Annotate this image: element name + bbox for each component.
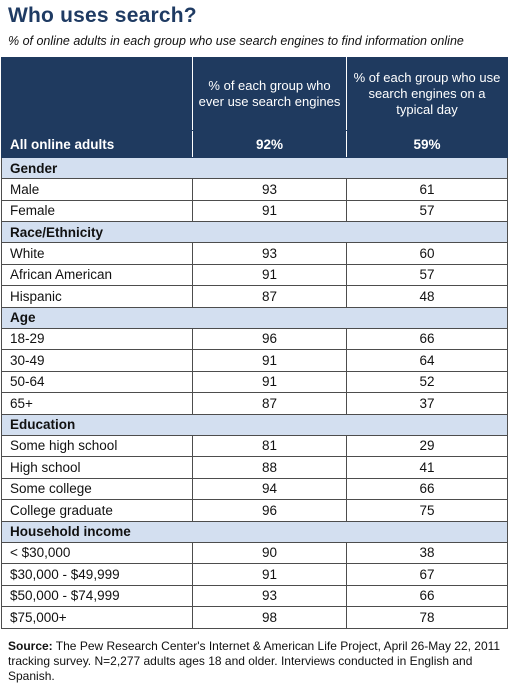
cell-ever-use: 98: [192, 606, 347, 629]
row-label: Some college: [1, 477, 193, 500]
cell-ever-use: 96: [192, 327, 347, 350]
cell-typical-day: 38: [346, 541, 508, 564]
page-title: Who uses search?: [8, 4, 197, 27]
table-row: 30-49 91 64: [1, 349, 508, 372]
table-row: Some college 94 66: [1, 477, 508, 500]
chart-subtitle: % of online adults in each group who use…: [8, 34, 464, 48]
table-row: College graduate 96 75: [1, 499, 508, 522]
table-row: 50-64 91 52: [1, 370, 508, 393]
table-row: White 93 60: [1, 242, 508, 265]
cell-typical-day: 57: [346, 199, 508, 222]
table-row: 18-29 96 66: [1, 327, 508, 350]
cell-typical-day: 67: [346, 563, 508, 586]
row-label: African American: [1, 263, 193, 286]
cell-typical-day: 37: [346, 392, 508, 415]
row-label: Female: [1, 199, 193, 222]
column-header-group: [1, 57, 193, 131]
cell-typical-day: 66: [346, 584, 508, 607]
cell-ever-use: 87: [192, 285, 347, 308]
cell-ever-use: 91: [192, 349, 347, 372]
row-label: 50-64: [1, 370, 193, 393]
source-note: Source: The Pew Research Center's Intern…: [8, 639, 504, 684]
table-row: Female 91 57: [1, 199, 508, 222]
section-header-row: Gender: [1, 157, 508, 179]
cell-ever-use: 91: [192, 563, 347, 586]
row-label: White: [1, 242, 193, 265]
table-row: < $30,000 90 38: [1, 541, 508, 564]
row-label: 30-49: [1, 349, 193, 372]
section-header-row: Race/Ethnicity: [1, 221, 508, 243]
table-row: Some high school 81 29: [1, 434, 508, 457]
cell-ever-use: 91: [192, 263, 347, 286]
column-header-ever: % of each group who ever use search engi…: [192, 57, 347, 131]
cell-ever-use: 87: [192, 392, 347, 415]
total-row-typical-day: 59%: [346, 130, 508, 158]
table-row: Male 93 61: [1, 178, 508, 201]
cell-typical-day: 29: [346, 434, 508, 457]
cell-ever-use: 81: [192, 434, 347, 457]
total-row-label: All online adults: [1, 130, 193, 158]
row-label: $50,000 - $74,999: [1, 584, 193, 607]
table-row: $75,000+ 98 78: [1, 606, 508, 629]
column-header-typical-day: % of each group who use search engines o…: [346, 57, 508, 131]
section-header-row: Age: [1, 306, 508, 329]
cell-typical-day: 41: [346, 456, 508, 479]
section-header: Gender: [1, 157, 508, 179]
table-row: Hispanic 87 48: [1, 285, 508, 308]
cell-typical-day: 48: [346, 285, 508, 308]
total-row-ever: 92%: [192, 130, 347, 158]
cell-ever-use: 93: [192, 178, 347, 201]
cell-typical-day: 75: [346, 499, 508, 522]
row-label: Male: [1, 178, 193, 201]
row-label: $75,000+: [1, 606, 193, 629]
row-label: < $30,000: [1, 541, 193, 564]
cell-ever-use: 93: [192, 242, 347, 265]
header-row: % of each group who ever use search engi…: [1, 57, 508, 131]
total-row: All online adults 92% 59%: [1, 130, 508, 158]
row-label: High school: [1, 456, 193, 479]
table-row: High school 88 41: [1, 456, 508, 479]
table-body: All online adults 92% 59% Gender Male 93 61…: [1, 130, 508, 629]
table-row: $30,000 - $49,999 91 67: [1, 563, 508, 586]
table-row: African American 91 57: [1, 263, 508, 286]
cell-typical-day: 66: [346, 327, 508, 350]
cell-typical-day: 60: [346, 242, 508, 265]
cell-typical-day: 78: [346, 606, 508, 629]
section-header: Race/Ethnicity: [1, 221, 508, 243]
row-label: 18-29: [1, 327, 193, 350]
table-row: $50,000 - $74,999 93 66: [1, 584, 508, 607]
cell-typical-day: 57: [346, 263, 508, 286]
section-header: Education: [1, 413, 508, 436]
row-label: $30,000 - $49,999: [1, 563, 193, 586]
row-label: 65+: [1, 392, 193, 415]
cell-ever-use: 96: [192, 499, 347, 522]
section-header-row: Household income: [1, 520, 508, 543]
section-header: Household income: [1, 520, 508, 543]
cell-typical-day: 64: [346, 349, 508, 372]
source-label: Source:: [8, 639, 53, 653]
cell-ever-use: 90: [192, 541, 347, 564]
cell-ever-use: 93: [192, 584, 347, 607]
cell-typical-day: 52: [346, 370, 508, 393]
table-row: 65+ 87 37: [1, 392, 508, 415]
cell-ever-use: 91: [192, 199, 347, 222]
data-table: % of each group who ever use search engi…: [1, 57, 508, 629]
section-header: Age: [1, 306, 508, 329]
row-label: Some high school: [1, 434, 193, 457]
cell-typical-day: 61: [346, 178, 508, 201]
cell-ever-use: 94: [192, 477, 347, 500]
cell-ever-use: 91: [192, 370, 347, 393]
section-header-row: Education: [1, 413, 508, 436]
source-text: The Pew Research Center's Internet & Ame…: [8, 639, 501, 683]
row-label: College graduate: [1, 499, 193, 522]
cell-typical-day: 66: [346, 477, 508, 500]
cell-ever-use: 88: [192, 456, 347, 479]
row-label: Hispanic: [1, 285, 193, 308]
